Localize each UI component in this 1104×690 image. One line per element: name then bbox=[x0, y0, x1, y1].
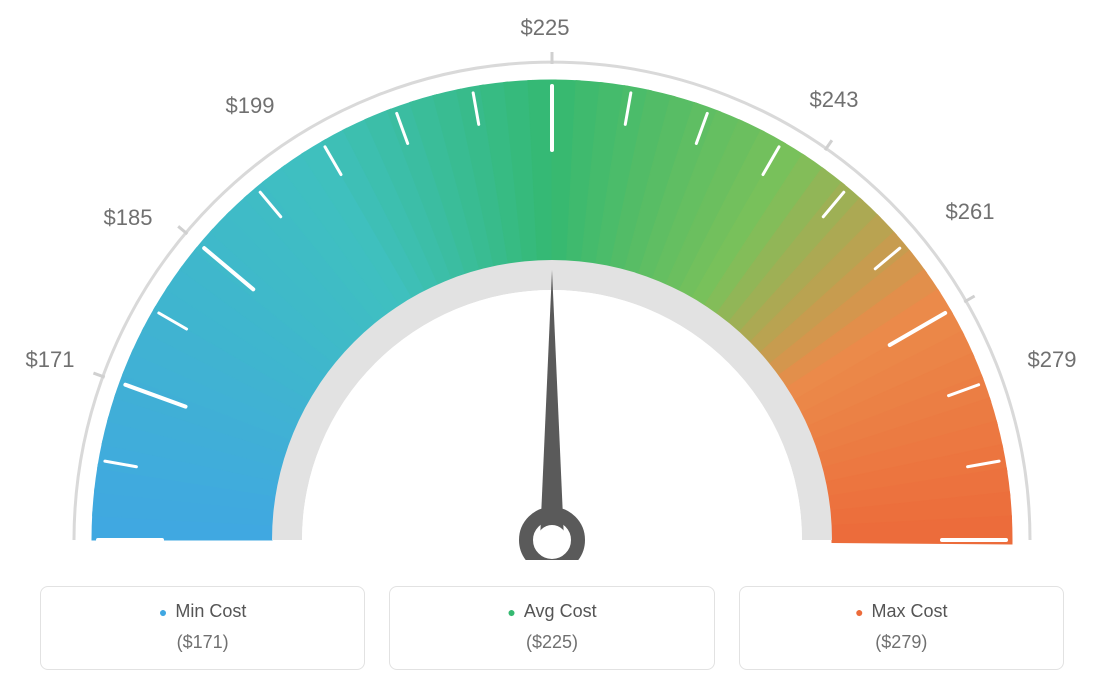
legend-avg-value: ($225) bbox=[390, 632, 713, 653]
legend-avg-card: ●Avg Cost ($225) bbox=[389, 586, 714, 670]
legend-min-label: ●Min Cost bbox=[41, 601, 364, 622]
gauge-tick-label: $279 bbox=[1028, 347, 1077, 373]
gauge-tick-label: $171 bbox=[26, 347, 75, 373]
legend-min-value: ($171) bbox=[41, 632, 364, 653]
gauge-tick-label: $199 bbox=[226, 93, 275, 119]
legend-max-label: ●Max Cost bbox=[740, 601, 1063, 622]
legend-avg-label: ●Avg Cost bbox=[390, 601, 713, 622]
legend-min-card: ●Min Cost ($171) bbox=[40, 586, 365, 670]
gauge-tick-label: $261 bbox=[946, 199, 995, 225]
gauge-area: $171 $185 $199 $225 $243 $261 $279 bbox=[0, 0, 1104, 560]
cost-gauge-chart: $171 $185 $199 $225 $243 $261 $279 ●Min Cost (… bbox=[0, 0, 1104, 690]
gauge-tick-label: $225 bbox=[521, 15, 570, 41]
legend-row: ●Min Cost ($171) ●Avg Cost ($225) ●Max C… bbox=[40, 586, 1064, 670]
gauge-tick-label: $243 bbox=[810, 87, 859, 113]
gauge-svg bbox=[0, 0, 1104, 560]
legend-max-card: ●Max Cost ($279) bbox=[739, 586, 1064, 670]
gauge-tick-label: $185 bbox=[104, 205, 153, 231]
legend-max-value: ($279) bbox=[740, 632, 1063, 653]
